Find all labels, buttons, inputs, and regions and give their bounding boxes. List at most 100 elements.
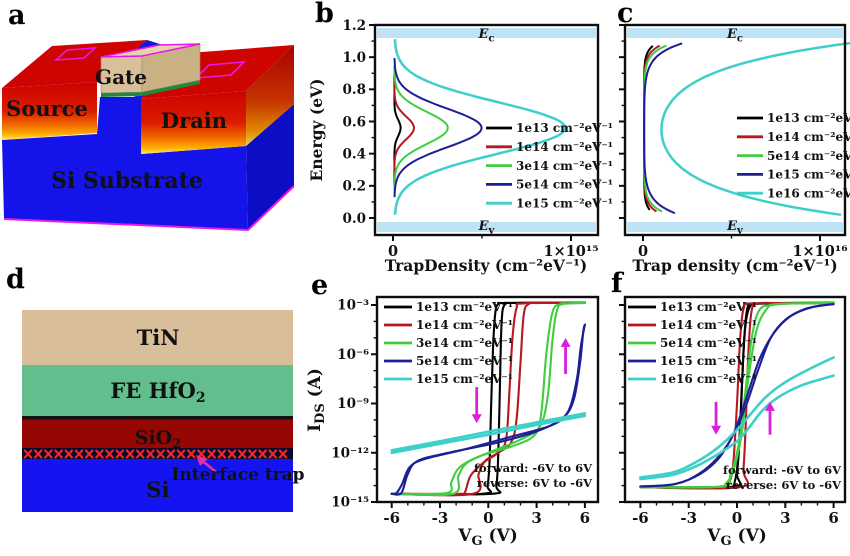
gate-oxide-strip-side (142, 80, 200, 96)
legend-item: 1e14 cm⁻²eV⁻¹ (628, 318, 757, 332)
source-top (2, 40, 147, 88)
transistor-3d-schematic: Gate Source Drain Si Substrate (2, 40, 295, 232)
tin-label: TiN (137, 325, 180, 350)
curve-reverse-1e16 cm⁻²eV⁻¹ (639, 356, 835, 479)
fe-hfo2-label: FE HfO2 (110, 378, 205, 406)
sweep-note-line: reverse: 6V to -6V (477, 476, 593, 490)
legend-label: 1e15 cm⁻²eV⁻¹ (660, 354, 757, 368)
curve-forward-5e14 cm⁻²eV⁻¹ (390, 323, 586, 496)
si-label: Si (146, 477, 169, 502)
y-tick-label: 0.8 (343, 82, 367, 98)
x-tick-label: 0 (732, 509, 742, 527)
drain-side (246, 45, 294, 146)
svg-text:IDS (A): IDS (A) (305, 368, 328, 432)
band-edge-label: Ev (478, 219, 496, 237)
si-substrate-front (2, 97, 248, 230)
x-tick-label: -6 (383, 509, 400, 527)
tin-layer (22, 310, 293, 365)
panel-label-b: b (315, 0, 334, 29)
sweep-arrow-down (711, 401, 722, 435)
x-tick-label: 3 (780, 509, 790, 527)
band-edge-label: Ev (726, 219, 744, 237)
legend-label: 1e13 cm⁻²eV⁻¹ (767, 111, 850, 125)
x-axis-title: Trap density (cm⁻²eV⁻¹) (632, 256, 837, 275)
y-tick-label: 0.2 (343, 179, 367, 195)
x-tick-label: 0 (638, 243, 648, 260)
curve-reverse-1e14 cm⁻²eV⁻¹ (639, 301, 835, 489)
legend-label: 5e14 cm⁻²eV⁻¹ (767, 149, 850, 163)
x-tick-label: 0 (388, 243, 398, 260)
legend-label: 1e15 cm⁻²eV⁻¹ (767, 168, 850, 182)
conduction-band (377, 28, 596, 38)
legend-label: 1e14 cm⁻²eV⁻¹ (516, 140, 613, 154)
x-tick-label: 6 (580, 509, 590, 527)
fe-hfo2-layer (22, 365, 293, 416)
legend-item: 1e16 cm⁻²eV⁻¹ (737, 186, 850, 200)
legend-label: 1e15 cm⁻²eV⁻¹ (516, 196, 613, 210)
legend-item: 5e14 cm⁻²eV⁻¹ (737, 149, 850, 163)
svg-text:VG (V): VG (V) (706, 526, 767, 549)
y-axis-title: Energy (eV) (307, 79, 326, 182)
legend-item: 1e13 cm⁻²eV⁻¹ (486, 121, 613, 135)
conduction-band (627, 28, 843, 38)
legend-label: 1e14 cm⁻²eV⁻¹ (767, 130, 850, 144)
band-edge-label: Ec (726, 27, 743, 45)
substrate-bottom-edge (3, 185, 295, 232)
chart-b: 0.0 0.2 0.4 0.6 0.8 1.0 1.2 0 1×10¹⁵ Ec Ev 1e13 cm⁻… (307, 18, 613, 275)
curve-1e16 cm⁻²eV⁻¹ (660, 41, 850, 217)
legend-item: 1e14 cm⁻²eV⁻¹ (737, 130, 850, 144)
legend-label: 1e14 cm⁻²eV⁻¹ (660, 318, 757, 332)
curve-reverse-1e13 cm⁻²eV⁻¹ (390, 301, 586, 496)
legend-item: 1e15 cm⁻²eV⁻¹ (384, 372, 513, 386)
curve-3e14 cm⁻²eV⁻¹ (393, 65, 449, 191)
legend-item: 1e15 cm⁻²eV⁻¹ (628, 354, 757, 368)
curve-1e15 cm⁻²eV⁻¹ (643, 42, 683, 215)
x-tick-label: -3 (680, 509, 697, 527)
panel-label-d: d (6, 264, 25, 295)
y-tick-label: 0.0 (343, 211, 367, 227)
curve-forward-1e16 cm⁻²eV⁻¹ (639, 374, 835, 481)
legend-label: 1e15 cm⁻²eV⁻¹ (416, 372, 513, 386)
chart-c: 0 1×10¹⁶ Ec Ev 1e13 cm⁻²eV⁻¹ 1e14 cm⁻²eV⁻¹ 5e1… (619, 23, 850, 275)
legend-item: 1e15 cm⁻²eV⁻¹ (737, 168, 850, 182)
curve-reverse-5e14 cm⁻²eV⁻¹ (390, 323, 586, 496)
interface-trap-label: Interface trap (171, 465, 304, 485)
curve-reverse-3e14 cm⁻²eV⁻¹ (390, 301, 586, 496)
band-edge-label: Ec (477, 27, 494, 45)
legend-item: 1e14 cm⁻²eV⁻¹ (486, 140, 613, 154)
panel-label-a: a (8, 0, 26, 31)
legend-label: 1e16 cm⁻²eV⁻¹ (660, 372, 757, 386)
y-tick-label: 0.6 (343, 114, 367, 130)
x-tick-label: 0 (483, 509, 493, 527)
legend-item: 3e14 cm⁻²eV⁻¹ (384, 336, 513, 350)
sweep-note-line: reverse: 6V to -6V (726, 478, 842, 492)
curve-5e14 cm⁻²eV⁻¹ (393, 58, 483, 198)
legend-label: 1e13 cm⁻²eV⁻¹ (416, 300, 513, 314)
curve-reverse-1e15 cm⁻²eV⁻¹ (390, 412, 587, 452)
legend-item: 1e14 cm⁻²eV⁻¹ (384, 318, 513, 332)
valence-band (627, 222, 843, 232)
x-tick-label: -6 (632, 509, 649, 527)
drain-front (141, 91, 246, 154)
sweep-note-line: forward: -6V to 6V (723, 463, 842, 477)
y-tick-label: 10⁻⁶ (337, 347, 369, 363)
si-layer (22, 459, 293, 512)
legend-label: 1e13 cm⁻²eV⁻¹ (516, 121, 613, 135)
legend-item: 1e16 cm⁻²eV⁻¹ (628, 372, 757, 386)
panel-label-e: e (311, 270, 329, 301)
y-tick-label: 10⁻¹⁵ (331, 495, 369, 511)
legend-item: 5e14 cm⁻²eV⁻¹ (384, 354, 513, 368)
plot-border (623, 23, 847, 237)
legend-item: 3e14 cm⁻²eV⁻¹ (486, 159, 613, 173)
legend-label: 5e14 cm⁻²eV⁻¹ (660, 336, 757, 350)
legend-label: 1e16 cm⁻²eV⁻¹ (767, 186, 850, 200)
sio2-layer (22, 419, 293, 448)
substrate-label: Si Substrate (51, 168, 203, 194)
legend-item: 1e13 cm⁻²eV⁻¹ (384, 300, 513, 314)
x-tick-label: -3 (432, 509, 449, 527)
y-tick-label: 10⁻⁹ (337, 396, 369, 412)
drain-label: Drain (161, 108, 227, 133)
legend-label: 3e14 cm⁻²eV⁻¹ (416, 336, 513, 350)
valence-band (377, 222, 596, 232)
